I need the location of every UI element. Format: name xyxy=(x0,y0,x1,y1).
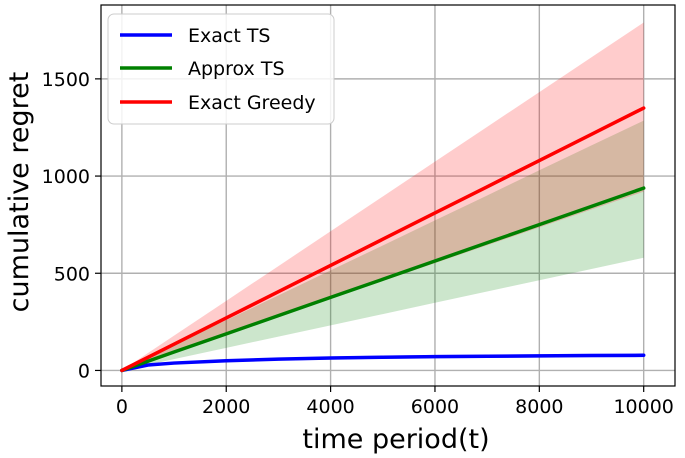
x-tick-label: 4000 xyxy=(306,396,354,418)
x-tick-label: 10000 xyxy=(613,396,673,418)
line-approx-ts xyxy=(120,186,646,373)
y-tick-label: 1000 xyxy=(42,166,90,188)
legend-label-exact-greedy: Exact Greedy xyxy=(188,92,316,114)
x-tick-label: 8000 xyxy=(515,396,563,418)
legend-box xyxy=(107,13,335,125)
x-axis-label: time period(t) xyxy=(302,424,489,455)
y-tick-label: 0 xyxy=(78,360,90,382)
y-axis-label: cumulative regret xyxy=(4,72,35,313)
legend-label-approx-ts: Approx TS xyxy=(188,58,285,80)
legend: Exact TS Approx TS Exact Greedy xyxy=(107,13,335,125)
y-tick-label: 1500 xyxy=(42,69,90,91)
ticks: 0 2000 4000 6000 8000 10000 0 500 1000 1500 xyxy=(42,69,674,418)
axes-frame xyxy=(100,4,676,387)
series-lines xyxy=(120,106,646,373)
y-tick-label: 500 xyxy=(54,263,90,285)
legend-label-exact-ts: Exact TS xyxy=(188,25,271,47)
line-exact-greedy xyxy=(120,106,646,373)
line-exact-ts xyxy=(120,353,646,373)
x-tick-label: 0 xyxy=(116,396,128,418)
band-exact-greedy xyxy=(121,22,644,371)
x-tick-label: 6000 xyxy=(411,396,459,418)
band-approx-ts xyxy=(121,120,644,371)
x-tick-label: 2000 xyxy=(202,396,250,418)
